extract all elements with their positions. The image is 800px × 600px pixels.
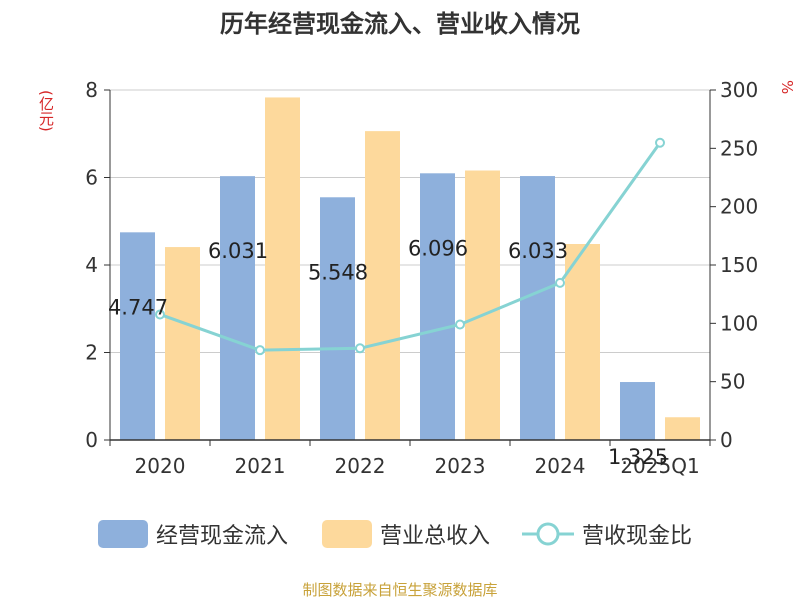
ratio-point — [255, 345, 265, 356]
bar-revenue — [165, 247, 200, 440]
legend-swatch-cash — [98, 520, 148, 548]
x-tick-label: 2023 — [435, 454, 486, 478]
bar-cash — [620, 382, 655, 440]
ratio-point — [355, 343, 365, 354]
bar-cash — [520, 176, 555, 440]
legend-label-cash: 经营现金流入 — [156, 524, 289, 549]
data-label-cash: 5.548 — [308, 260, 368, 284]
ratio-line — [159, 141, 662, 352]
right-tick-label: 250 — [720, 136, 758, 160]
ratio-point — [155, 309, 165, 320]
source-note: 制图数据来自恒生聚源数据库 — [302, 581, 498, 599]
left-tick-label: 4 — [85, 253, 98, 277]
data-label-cash: 4.747 — [108, 295, 168, 319]
right-tick-label: 300 — [720, 78, 758, 102]
chart-legend: 经营现金流入 营业总收入 营收现金比 — [0, 516, 800, 552]
data-label-cash: 6.033 — [508, 239, 568, 263]
x-tick-label: 2025Q1 — [620, 454, 699, 478]
ratio-point — [455, 319, 465, 330]
bar-revenue — [365, 131, 400, 440]
chart-title: 历年经营现金流入、营业收入情况 — [220, 10, 580, 38]
bar-cash — [420, 173, 455, 441]
bar-cash — [320, 197, 355, 440]
right-tick-label: 150 — [720, 253, 758, 277]
right-tick-label: 100 — [720, 311, 758, 335]
left-axis-unit: (亿元) — [37, 90, 55, 132]
ratio-point — [555, 277, 565, 288]
bar-cash — [120, 232, 155, 440]
right-tick-label: 200 — [720, 195, 758, 219]
data-label-cash: 6.031 — [208, 239, 268, 263]
x-tick-label: 2022 — [335, 454, 386, 478]
right-axis-unit: % — [778, 80, 796, 95]
legend-item-ratio[interactable]: 营收现金比 — [522, 516, 692, 552]
x-tick-label: 2020 — [135, 454, 186, 478]
bar-revenue — [665, 417, 700, 440]
left-tick-label: 0 — [85, 428, 98, 452]
bar-revenue — [465, 170, 500, 440]
x-tick-label: 2024 — [535, 454, 586, 478]
data-label-cash: 1.325 — [608, 445, 668, 469]
legend-item-cash[interactable]: 经营现金流入 — [98, 516, 288, 552]
legend-label-ratio: 营收现金比 — [582, 524, 693, 549]
left-tick-label: 2 — [85, 341, 98, 365]
left-tick-label: 6 — [85, 166, 98, 190]
right-tick-label: 0 — [720, 428, 733, 452]
legend-swatch-ratio — [522, 520, 574, 548]
bar-revenue — [265, 97, 300, 440]
data-label-cash: 6.096 — [408, 236, 468, 260]
right-tick-label: 50 — [720, 370, 745, 394]
x-tick-label: 2021 — [235, 454, 286, 478]
bar-cash — [220, 176, 255, 441]
chart-plot: 0 2 4 6 8 0 50 100 150 200 250 300 2020 2021 2022 2023 2… — [85, 78, 758, 478]
left-tick-label: 8 — [85, 78, 98, 102]
legend-swatch-revenue — [322, 520, 372, 548]
bar-revenue — [565, 244, 600, 440]
legend-label-revenue: 营业总收入 — [380, 524, 491, 549]
ratio-point — [655, 137, 665, 148]
legend-item-revenue[interactable]: 营业总收入 — [322, 516, 490, 552]
